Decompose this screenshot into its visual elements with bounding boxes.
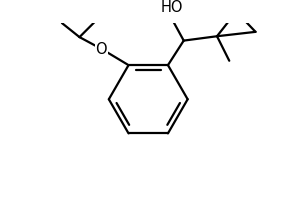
Text: O: O	[96, 42, 107, 57]
Text: HO: HO	[160, 0, 183, 15]
